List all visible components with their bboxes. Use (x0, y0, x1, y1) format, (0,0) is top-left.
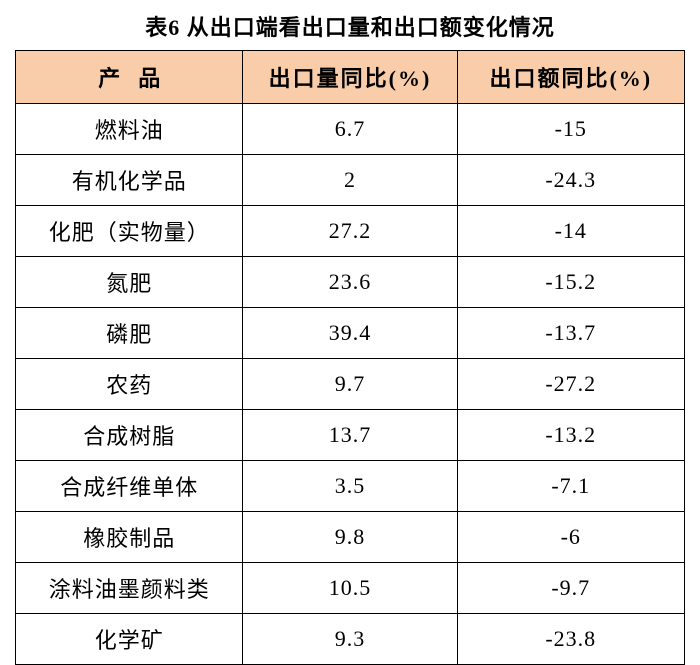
table-row: 农药9.7-27.2 (16, 359, 685, 410)
cell-value: -6 (457, 512, 684, 563)
table-title: 表6 从出口端看出口量和出口额变化情况 (15, 10, 685, 42)
cell-value: -23.8 (457, 614, 684, 665)
cell-value: -15 (457, 104, 684, 155)
cell-volume: 9.7 (243, 359, 457, 410)
cell-product: 化肥（实物量） (16, 206, 243, 257)
cell-product: 有机化学品 (16, 155, 243, 206)
table-row: 有机化学品2-24.3 (16, 155, 685, 206)
table-row: 涂料油墨颜料类10.5-9.7 (16, 563, 685, 614)
header-volume: 出口量同比(%) (243, 51, 457, 104)
cell-volume: 9.8 (243, 512, 457, 563)
cell-volume: 6.7 (243, 104, 457, 155)
cell-volume: 9.3 (243, 614, 457, 665)
cell-product: 氮肥 (16, 257, 243, 308)
table-row: 橡胶制品9.8-6 (16, 512, 685, 563)
cell-value: -13.7 (457, 308, 684, 359)
cell-value: -24.3 (457, 155, 684, 206)
cell-volume: 39.4 (243, 308, 457, 359)
cell-value: -27.2 (457, 359, 684, 410)
cell-volume: 27.2 (243, 206, 457, 257)
cell-product: 化学矿 (16, 614, 243, 665)
cell-value: -13.2 (457, 410, 684, 461)
cell-volume: 2 (243, 155, 457, 206)
table-body: 燃料油6.7-15有机化学品2-24.3化肥（实物量）27.2-14氮肥23.6… (16, 104, 685, 665)
cell-product: 涂料油墨颜料类 (16, 563, 243, 614)
cell-value: -7.1 (457, 461, 684, 512)
table-row: 化学矿9.3-23.8 (16, 614, 685, 665)
header-value: 出口额同比(%) (457, 51, 684, 104)
cell-product: 合成纤维单体 (16, 461, 243, 512)
table-header-row: 产品 出口量同比(%) 出口额同比(%) (16, 51, 685, 104)
cell-product: 燃料油 (16, 104, 243, 155)
header-product: 产品 (16, 51, 243, 104)
cell-volume: 10.5 (243, 563, 457, 614)
table-row: 氮肥23.6-15.2 (16, 257, 685, 308)
cell-value: -14 (457, 206, 684, 257)
cell-product: 农药 (16, 359, 243, 410)
cell-product: 橡胶制品 (16, 512, 243, 563)
cell-volume: 3.5 (243, 461, 457, 512)
cell-value: -9.7 (457, 563, 684, 614)
cell-volume: 13.7 (243, 410, 457, 461)
cell-value: -15.2 (457, 257, 684, 308)
cell-volume: 23.6 (243, 257, 457, 308)
cell-product: 合成树脂 (16, 410, 243, 461)
table-row: 磷肥39.4-13.7 (16, 308, 685, 359)
table-row: 化肥（实物量）27.2-14 (16, 206, 685, 257)
table-row: 合成纤维单体3.5-7.1 (16, 461, 685, 512)
table-row: 合成树脂13.7-13.2 (16, 410, 685, 461)
cell-product: 磷肥 (16, 308, 243, 359)
export-data-table: 产品 出口量同比(%) 出口额同比(%) 燃料油6.7-15有机化学品2-24.… (15, 50, 685, 665)
table-row: 燃料油6.7-15 (16, 104, 685, 155)
